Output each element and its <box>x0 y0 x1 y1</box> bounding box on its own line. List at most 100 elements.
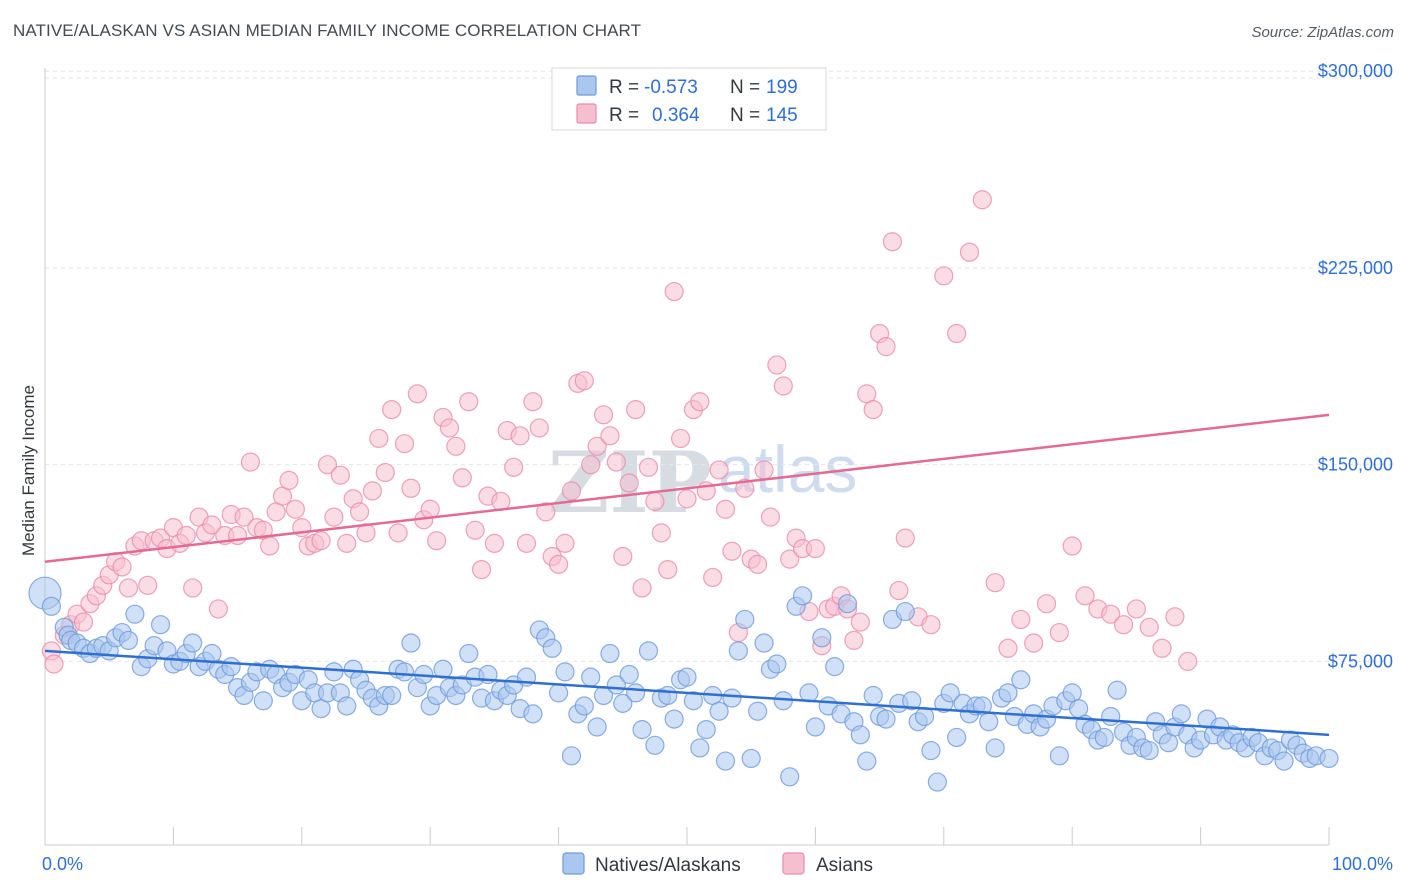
legend-label-asians[interactable]: Asians <box>816 855 873 876</box>
asian-point-97 <box>664 281 684 302</box>
source-credit: Source: ZipAtlas.com <box>1251 24 1394 41</box>
native-point-82 <box>561 746 582 766</box>
native-point-94 <box>638 641 659 661</box>
asian-point-91 <box>626 399 646 420</box>
native-point-138 <box>921 740 941 761</box>
asian-point-133 <box>895 528 915 548</box>
asian-trend-line <box>44 413 1330 563</box>
asian-point-114 <box>773 376 793 396</box>
stats-swatch-asians <box>576 103 597 124</box>
asian-point-5 <box>73 612 94 632</box>
asian-point-140 <box>985 573 1005 593</box>
native-point-112 <box>754 633 774 653</box>
stats-box-frame <box>551 67 827 131</box>
asian-point-89 <box>613 546 633 567</box>
asian-point-44 <box>324 507 344 527</box>
asian-point-146 <box>1062 536 1082 556</box>
native-point-76 <box>523 704 543 724</box>
asian-point-79 <box>548 554 569 574</box>
native-point-165 <box>1094 727 1114 748</box>
asian-point-88 <box>606 452 626 472</box>
asian-point-142 <box>1011 609 1031 630</box>
asian-point-45 <box>330 465 350 485</box>
legend-swatch-asians[interactable] <box>782 852 805 875</box>
asian-point-62 <box>439 418 460 438</box>
asian-point-22 <box>183 578 203 598</box>
asian-point-51 <box>369 428 389 449</box>
native-point-103 <box>696 719 716 740</box>
native-trend-line <box>44 649 1330 737</box>
asian-point-73 <box>510 426 530 446</box>
native-point-54 <box>382 685 402 706</box>
native-point-109 <box>735 609 755 630</box>
asian-point-108 <box>735 478 755 498</box>
native-point-105 <box>709 701 729 721</box>
asian-point-153 <box>1152 638 1172 658</box>
asian-point-119 <box>805 539 826 559</box>
native-point-127 <box>850 725 870 745</box>
native-point-158 <box>1049 746 1069 766</box>
asian-point-54 <box>388 523 408 543</box>
asian-point-135 <box>921 615 941 635</box>
stats-n-label-natives: N = <box>730 77 760 98</box>
legend-label-natives[interactable]: Natives/Alaskans <box>595 855 741 876</box>
native-point-107 <box>722 688 742 708</box>
asian-point-86 <box>593 405 614 425</box>
native-point-128 <box>857 751 877 771</box>
asian-point-105 <box>715 499 736 519</box>
asian-point-110 <box>748 554 768 574</box>
asian-point-83 <box>574 371 594 391</box>
native-point-152 <box>1011 670 1031 690</box>
asian-point-139 <box>972 190 992 210</box>
native-point-125 <box>837 594 858 614</box>
native-point-13 <box>118 630 139 651</box>
native-point-86 <box>587 717 607 737</box>
native-point-88 <box>600 643 620 664</box>
legend: Natives/Alaskans Asians <box>562 852 873 876</box>
native-point-66 <box>459 643 479 664</box>
y-tick-label-3: $300,000 <box>1318 61 1393 81</box>
y-tick-labels: $75,000 $150,000 $225,000 $300,000 <box>1318 61 1393 671</box>
native-point-139 <box>927 772 947 792</box>
legend-swatch-natives[interactable] <box>562 852 585 875</box>
asian-point-29 <box>228 525 248 546</box>
asian-point-144 <box>1036 594 1057 614</box>
native-point-108 <box>728 641 748 661</box>
asian-point-38 <box>285 499 305 519</box>
asian-point-11 <box>112 557 132 577</box>
asian-point-37 <box>279 470 299 491</box>
native-point-56 <box>394 662 415 682</box>
asian-point-111 <box>754 460 774 480</box>
asian-point-26 <box>208 599 228 619</box>
native-point-111 <box>748 701 768 721</box>
native-point-81 <box>555 662 575 682</box>
native-point-135 <box>902 691 922 711</box>
asian-point-103 <box>703 567 723 588</box>
native-point-101 <box>683 691 704 711</box>
asian-point-60 <box>427 531 447 551</box>
native-point-90 <box>613 693 633 713</box>
native-point-79 <box>542 638 562 658</box>
native-point-98 <box>664 709 684 729</box>
native-point-129 <box>863 685 883 706</box>
stats-r-label-asians: R = <box>609 105 639 126</box>
native-point-121 <box>812 628 832 648</box>
trend-lines <box>44 413 1330 737</box>
asian-point-52 <box>375 462 395 483</box>
asian-point-138 <box>959 242 980 262</box>
asian-point-87 <box>600 426 620 446</box>
native-point-34 <box>253 691 273 711</box>
asian-point-66 <box>465 520 485 540</box>
asian-point-131 <box>882 232 903 252</box>
native-point-172 <box>1139 740 1159 761</box>
asian-point-101 <box>690 392 710 412</box>
series-natives <box>28 576 1339 792</box>
asian-point-42 <box>311 531 331 551</box>
asian-point-151 <box>1126 599 1147 619</box>
stats-n-label-asians: N = <box>730 105 760 126</box>
native-point-110 <box>741 748 761 769</box>
native-point-29 <box>221 657 241 677</box>
native-point-102 <box>690 738 710 758</box>
native-point-23 <box>183 633 203 653</box>
